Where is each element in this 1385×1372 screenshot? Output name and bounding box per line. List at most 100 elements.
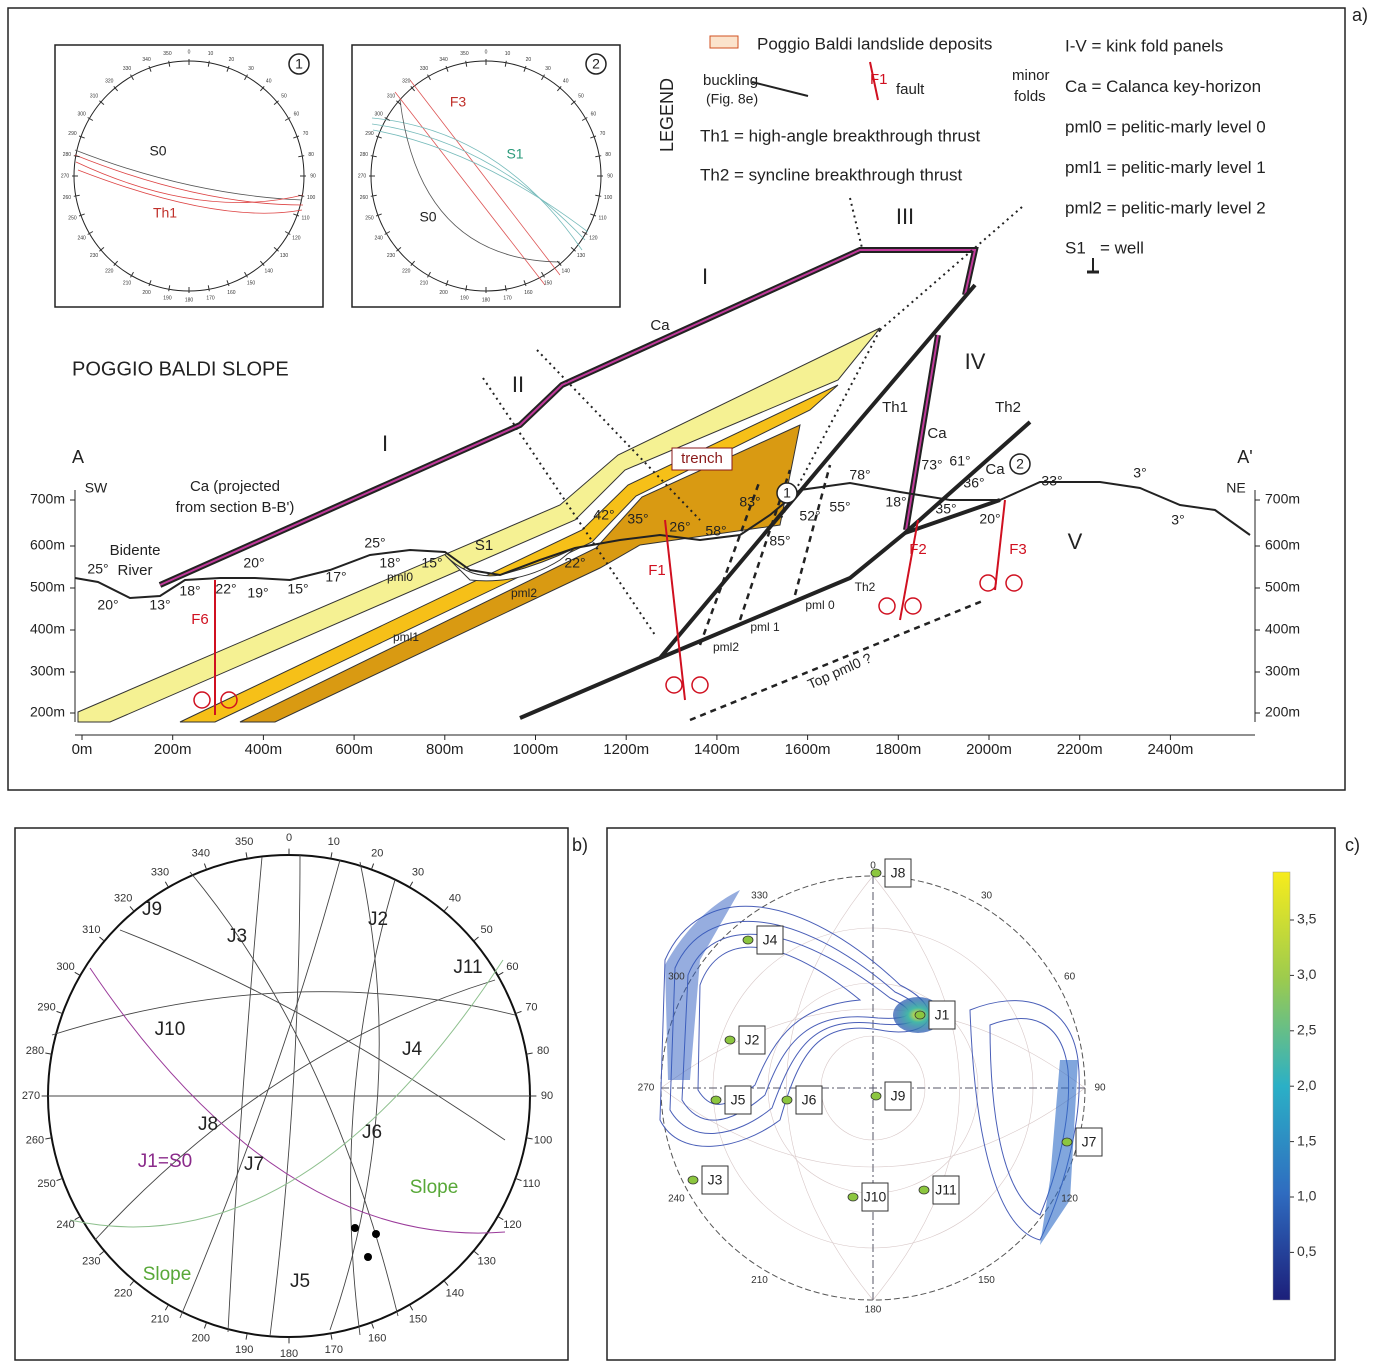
data-point [743, 936, 753, 944]
label: 600m [335, 741, 373, 758]
tick-mark [498, 972, 503, 975]
label: 320 [114, 892, 132, 904]
tick-mark [372, 864, 374, 870]
label: 0,5 [1297, 1243, 1317, 1259]
tick-mark [204, 864, 206, 870]
label: 500m [1265, 579, 1300, 595]
tick-mark [165, 882, 168, 887]
label: 110 [523, 1178, 541, 1190]
label: 200 [142, 290, 151, 296]
tick-mark [99, 937, 104, 941]
label: 180 [280, 1348, 298, 1360]
tick-mark [45, 1053, 51, 1054]
label: 2000m [966, 741, 1012, 758]
label: J1 [935, 1007, 950, 1023]
label: 220 [105, 268, 114, 274]
tick-mark [130, 1281, 134, 1286]
label: 240 [77, 235, 86, 241]
label: 60 [294, 111, 300, 117]
label: Th1 [153, 205, 177, 221]
label: 150 [247, 281, 256, 287]
label: 300 [56, 961, 74, 973]
label: 200m [1265, 704, 1300, 720]
label: 260 [63, 195, 72, 201]
data-point [688, 1176, 698, 1184]
label: 600m [30, 537, 65, 553]
label: 290 [37, 1002, 55, 1014]
label: 40 [563, 78, 569, 84]
tick-mark [293, 136, 299, 138]
label: trench [681, 450, 723, 467]
label: 210 [151, 1313, 169, 1325]
label: 55° [829, 499, 850, 515]
label: 130 [477, 1256, 495, 1268]
label: 1800m [875, 741, 921, 758]
label: 19° [247, 585, 268, 601]
label: 270 [22, 1090, 40, 1102]
label: a) [1352, 5, 1368, 25]
label: J10 [155, 1019, 186, 1040]
tick-mark [524, 280, 526, 286]
label: 120 [292, 235, 301, 241]
label: 310 [90, 94, 99, 100]
label: F1 [870, 71, 888, 88]
label: S1 [506, 146, 523, 162]
label: 61° [949, 453, 970, 469]
label: 210 [420, 281, 429, 287]
label: 22° [564, 555, 585, 571]
label: 60 [506, 961, 518, 973]
great-circles [75, 80, 588, 285]
label: 280 [26, 1045, 44, 1057]
label: S1 [475, 537, 493, 554]
tick-mark [165, 1305, 168, 1310]
label: 73° [921, 457, 942, 473]
label: 170 [503, 295, 512, 301]
tick-mark [227, 66, 229, 72]
tick-mark [246, 852, 247, 858]
label: 160 [368, 1332, 386, 1344]
label: 600m [1265, 537, 1300, 553]
label: 110 [599, 216, 607, 222]
label: 2,5 [1297, 1022, 1317, 1038]
label: 2 [592, 56, 600, 72]
label: 220 [402, 268, 411, 274]
tick-mark [130, 906, 134, 911]
tick-mark [376, 136, 382, 138]
label: J6 [802, 1092, 817, 1108]
label: Th1 = high-angle breakthrough thrust [700, 126, 980, 145]
label: 300 [668, 972, 685, 983]
tick-mark [446, 66, 448, 72]
tick-mark [516, 1011, 522, 1013]
label: 290 [365, 131, 374, 137]
label: S0 [149, 143, 166, 159]
data-point [848, 1193, 858, 1201]
label: 85° [769, 533, 790, 549]
label: Ca = Calanca key-horizon [1065, 77, 1261, 96]
tick-mark [516, 1179, 522, 1181]
label: 1400m [694, 741, 740, 758]
label: IV [965, 349, 986, 374]
label: J4 [402, 1039, 423, 1060]
label: 170 [206, 295, 215, 301]
label: pml0 [387, 570, 413, 584]
label: J3 [708, 1172, 723, 1188]
label: 20° [243, 555, 264, 571]
tick-mark [169, 285, 170, 291]
label: S0 [419, 209, 436, 225]
label: 280 [360, 152, 369, 158]
label: F3 [1009, 541, 1027, 558]
label: I [382, 431, 388, 456]
label: 1,5 [1297, 1132, 1317, 1148]
label: 340 [142, 57, 151, 63]
tick-mark [331, 852, 332, 858]
label: Th2 [995, 399, 1021, 416]
tick-mark [149, 66, 151, 72]
tick-mark [376, 214, 382, 216]
tick-mark [505, 285, 506, 291]
label: = well [1100, 238, 1144, 257]
layers [78, 328, 880, 722]
label: 330 [123, 66, 132, 72]
label: 3,0 [1297, 966, 1317, 982]
label: River [117, 562, 152, 579]
label: 40 [449, 892, 461, 904]
